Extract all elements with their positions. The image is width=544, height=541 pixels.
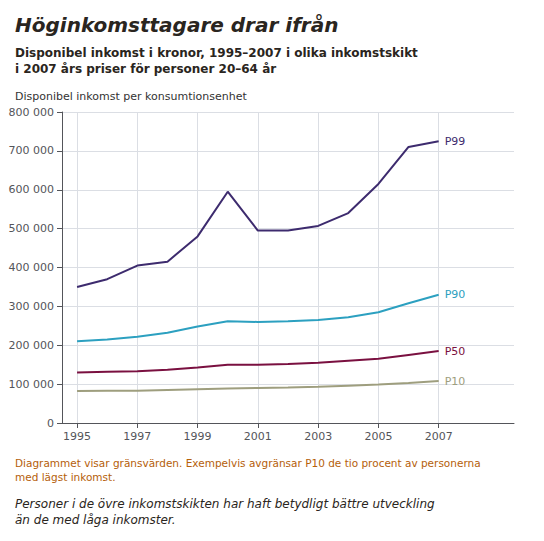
svg-text:200 000: 200 000	[9, 339, 55, 352]
svg-text:600 000: 600 000	[9, 183, 55, 196]
svg-text:800 000: 800 000	[9, 106, 55, 119]
svg-text:P99: P99	[445, 135, 466, 148]
svg-text:med lägst inkomst.: med lägst inkomst.	[15, 471, 116, 483]
svg-text:1999: 1999	[184, 430, 212, 443]
svg-text:2005: 2005	[364, 430, 392, 443]
svg-text:1995: 1995	[63, 430, 91, 443]
svg-text:Diagrammet visar gränsvärden.: Diagrammet visar gränsvärden. Exempelvis…	[15, 457, 481, 469]
svg-text:1997: 1997	[123, 430, 151, 443]
svg-text:Disponibel inkomst i kronor, 1: Disponibel inkomst i kronor, 1995–2007 i…	[15, 46, 418, 60]
svg-text:300 000: 300 000	[9, 300, 55, 313]
svg-text:400 000: 400 000	[9, 261, 55, 274]
svg-text:100 000: 100 000	[9, 378, 55, 391]
svg-text:0: 0	[47, 417, 54, 430]
svg-text:i 2007 års priser för personer: i 2007 års priser för personer 20–64 år	[15, 62, 276, 76]
svg-text:2007: 2007	[425, 430, 453, 443]
svg-text:500 000: 500 000	[9, 222, 55, 235]
svg-text:än de med låga inkomster.: än de med låga inkomster.	[15, 513, 175, 527]
svg-text:P90: P90	[445, 288, 466, 301]
svg-text:Personer i de övre inkomstskik: Personer i de övre inkomstskikten har ha…	[15, 497, 435, 511]
svg-text:Disponibel inkomst per konsumt: Disponibel inkomst per konsumtionsenhet	[15, 90, 247, 103]
svg-text:2003: 2003	[304, 430, 332, 443]
svg-text:2001: 2001	[244, 430, 272, 443]
svg-text:P50: P50	[445, 345, 466, 358]
svg-text:P10: P10	[445, 375, 466, 388]
svg-text:700 000: 700 000	[9, 144, 55, 157]
svg-text:Höginkomsttagare drar ifrån: Höginkomsttagare drar ifrån	[15, 13, 338, 37]
